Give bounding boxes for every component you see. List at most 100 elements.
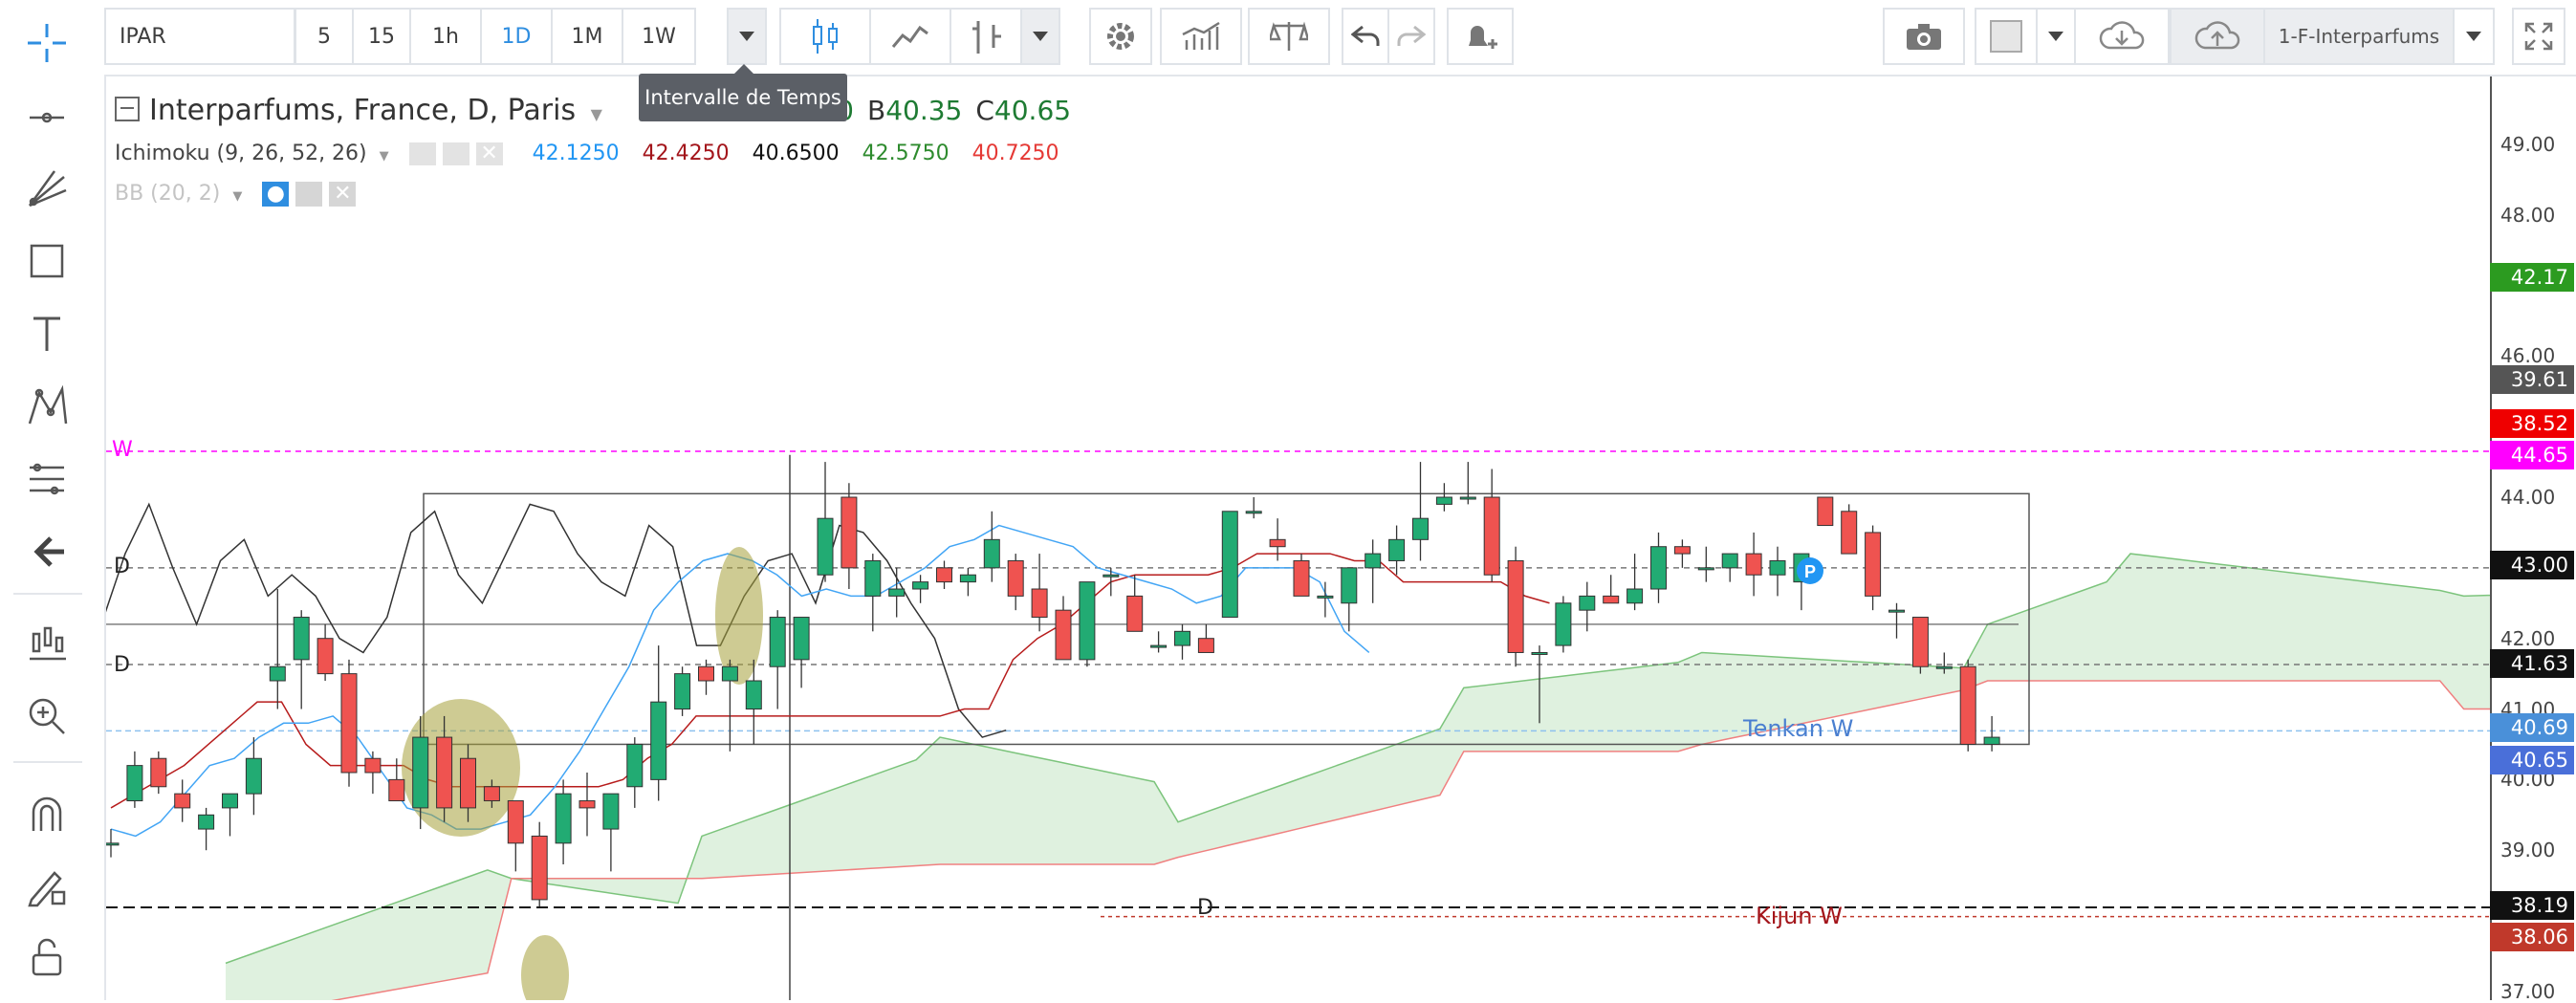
symbol-search[interactable]: IPAR xyxy=(104,8,295,65)
price-label: 43.00 xyxy=(2490,551,2574,579)
interval-1m[interactable]: 1M xyxy=(551,8,623,65)
candle xyxy=(1221,511,1238,619)
candle xyxy=(460,744,476,822)
chart-type-dropdown[interactable] xyxy=(1020,8,1060,65)
ichimoku-cloud xyxy=(226,554,2490,1000)
gear-icon xyxy=(1107,23,1134,50)
candle xyxy=(555,779,572,864)
gann-fan-icon[interactable] xyxy=(15,159,78,218)
chevron-down-icon xyxy=(2466,32,2481,41)
ichimoku-name[interactable]: Ichimoku (9, 26, 52, 26) xyxy=(115,142,367,165)
zoom-in-icon[interactable] xyxy=(15,687,78,746)
symbol-title[interactable]: Interparfums, France, D, Paris xyxy=(149,94,577,127)
draw-lock-icon[interactable] xyxy=(15,857,78,916)
candle xyxy=(1126,575,1144,632)
redo-button[interactable] xyxy=(1387,8,1435,65)
layout-name[interactable]: 1-F-Interparfums xyxy=(2263,8,2455,65)
candle xyxy=(1865,525,1882,611)
close-icon[interactable]: ✕ xyxy=(329,182,357,207)
color-button[interactable] xyxy=(1975,8,2038,65)
tenkan-w-label: Tenkan W xyxy=(1742,715,1853,742)
chevron-down-icon[interactable]: ▼ xyxy=(232,189,243,204)
line-chart-button[interactable] xyxy=(869,8,951,65)
gear-icon[interactable] xyxy=(295,182,323,207)
indicators-button[interactable] xyxy=(1160,8,1242,65)
eye-icon[interactable] xyxy=(408,142,436,165)
kijun-w-label: Kijun W xyxy=(1756,903,1843,929)
ichimoku-values: 42.1250 42.4250 40.6500 42.5750 40.7250 xyxy=(510,142,1059,165)
interval-dropdown[interactable] xyxy=(727,8,767,65)
price-tick: 37.00 xyxy=(2500,979,2556,1003)
candle xyxy=(1507,546,1524,667)
candle xyxy=(1983,715,2000,752)
gear-icon[interactable] xyxy=(442,142,469,165)
measure-icon[interactable] xyxy=(15,449,78,509)
alert-button[interactable] xyxy=(1447,8,1514,65)
ichimoku-value: 42.1250 xyxy=(532,142,620,165)
candle xyxy=(936,560,952,590)
interval-5[interactable]: 5 xyxy=(295,8,354,65)
candle xyxy=(912,575,929,603)
candle xyxy=(1650,532,1667,603)
candle xyxy=(388,758,405,802)
candle xyxy=(1197,623,1214,653)
candle xyxy=(293,610,310,709)
compare-button[interactable] xyxy=(1248,8,1330,65)
save-layout-button[interactable] xyxy=(2170,8,2265,65)
chevron-down-icon[interactable]: ▼ xyxy=(379,149,389,164)
candle xyxy=(1245,497,1262,519)
interval-1w[interactable]: 1W xyxy=(622,8,696,65)
candle xyxy=(1841,504,1858,555)
candle xyxy=(1673,539,1691,568)
collapse-icon[interactable] xyxy=(115,96,140,121)
color-dropdown[interactable] xyxy=(2036,8,2076,65)
chikou-span xyxy=(106,502,1007,738)
interval-15[interactable]: 15 xyxy=(352,8,411,65)
price-label: 39.61 xyxy=(2490,365,2574,394)
chevron-down-icon[interactable]: ▼ xyxy=(590,105,602,123)
undo-button[interactable] xyxy=(1342,8,1389,65)
candle xyxy=(602,793,620,872)
price-tick: 46.00 xyxy=(2500,344,2556,368)
text-icon[interactable] xyxy=(15,304,78,363)
bb-name[interactable]: BB (20, 2) xyxy=(115,182,221,206)
back-arrow-icon[interactable] xyxy=(15,522,78,581)
bars-button[interactable] xyxy=(950,8,1022,65)
candle xyxy=(340,659,358,787)
price-axis[interactable] xyxy=(2490,76,2576,1000)
snapshot-button[interactable] xyxy=(1883,8,1965,65)
price-tick: 44.00 xyxy=(2500,486,2556,510)
layout-dropdown[interactable] xyxy=(2453,8,2495,65)
candle xyxy=(1626,554,1644,611)
candle xyxy=(745,659,762,745)
load-layout-button[interactable] xyxy=(2074,8,2170,65)
rectangle-icon[interactable] xyxy=(15,231,78,291)
interval-1h[interactable]: 1h xyxy=(409,8,482,65)
candle xyxy=(531,821,548,907)
pattern-icon[interactable] xyxy=(15,377,78,436)
candle xyxy=(817,462,834,582)
magnet-icon[interactable] xyxy=(15,784,78,843)
senkou-span-a xyxy=(225,553,2490,965)
candle xyxy=(1721,553,1738,582)
candle xyxy=(150,751,167,795)
candles-button[interactable] xyxy=(779,8,871,65)
lock-icon[interactable] xyxy=(15,927,78,987)
interval-1d[interactable]: 1D xyxy=(480,8,553,65)
candle xyxy=(1888,602,1905,639)
color-swatch-icon xyxy=(1990,20,2022,53)
candle xyxy=(1911,617,1929,674)
long-position-icon[interactable] xyxy=(15,612,78,671)
close-icon[interactable]: ✕ xyxy=(475,142,503,165)
candle xyxy=(1531,645,1548,724)
candle xyxy=(1317,581,1334,618)
eye-icon[interactable]: ● xyxy=(262,182,290,207)
price-chart[interactable]: P W D D D Tenkan W Kijun W xyxy=(106,76,2490,1000)
candle xyxy=(1935,652,1953,674)
settings-button[interactable] xyxy=(1089,8,1152,65)
fullscreen-button[interactable] xyxy=(2512,8,2565,65)
candle xyxy=(864,554,882,632)
trend-line-icon[interactable] xyxy=(15,88,78,147)
cloud-upload-icon xyxy=(2194,21,2240,50)
crosshair-icon[interactable] xyxy=(15,13,78,73)
